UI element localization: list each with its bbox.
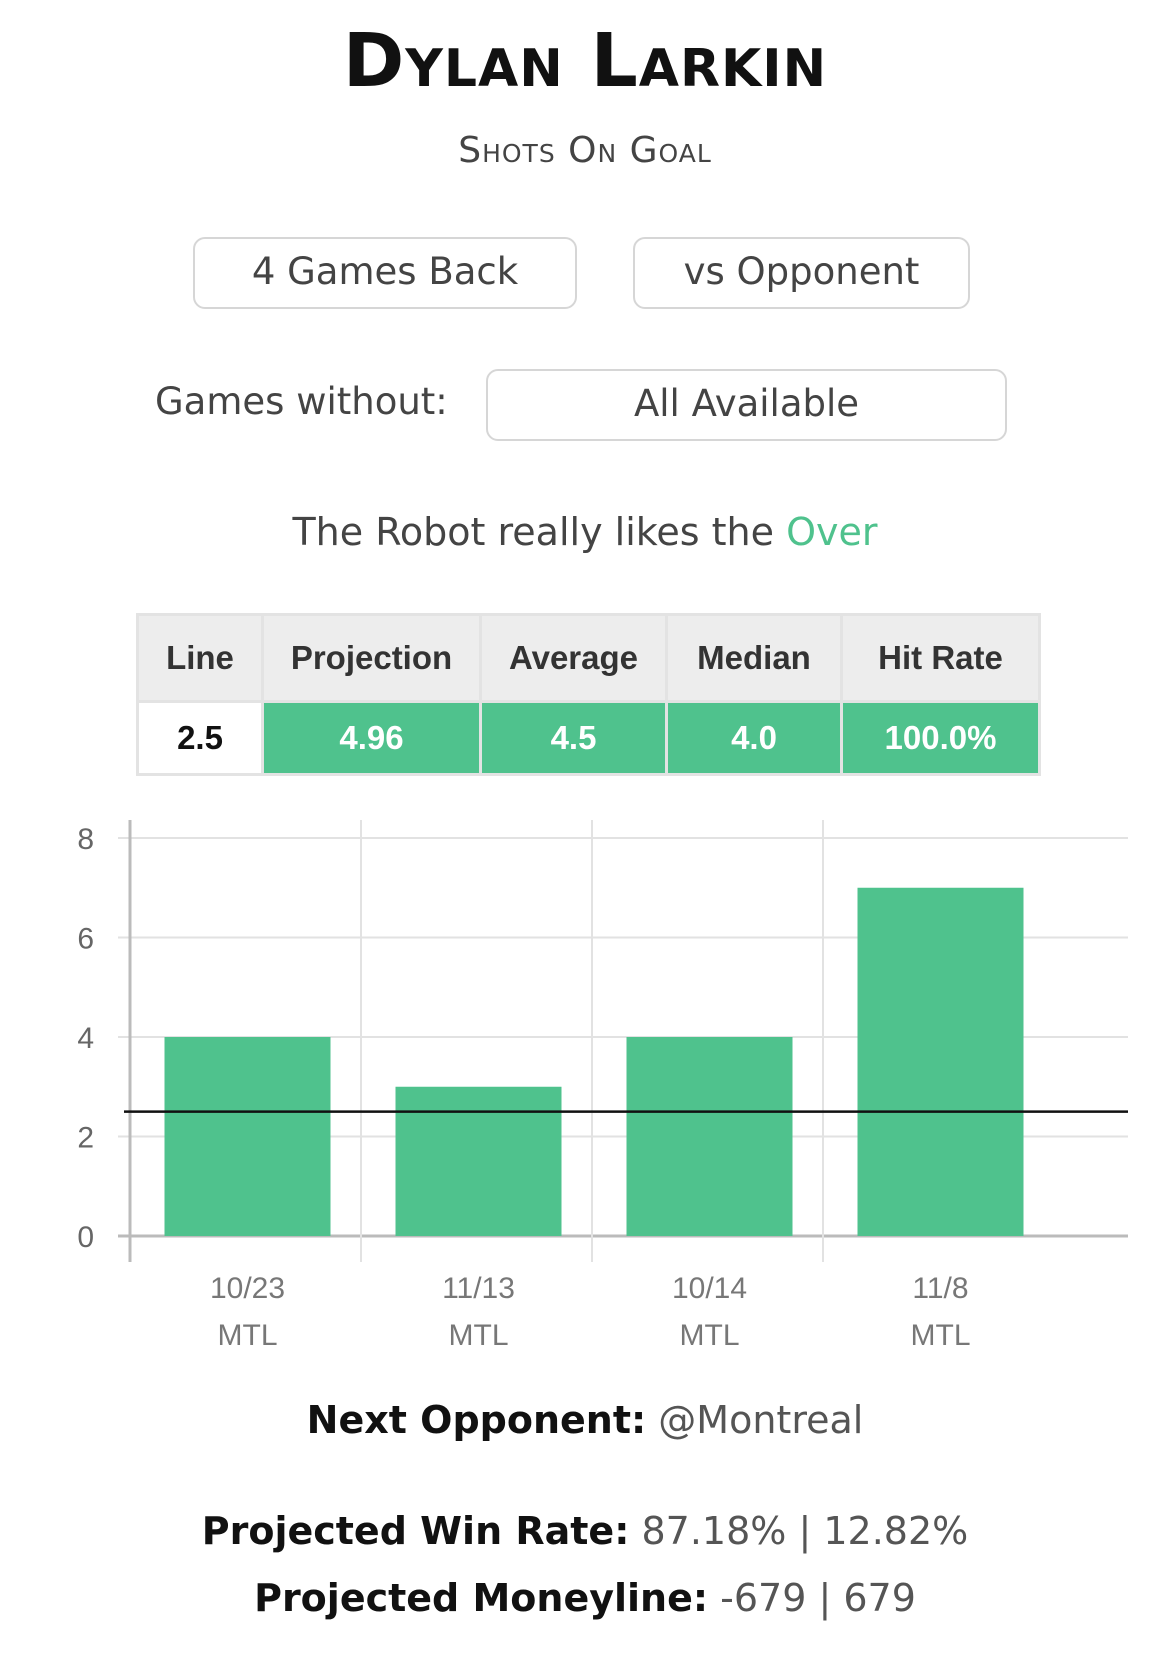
x-tick-date: 11/13 [442,1272,515,1305]
header-hit-rate: Hit Rate [840,613,1041,703]
x-tick-opponent: MTL [449,1319,509,1352]
hit-rate-value: 100.0% [840,700,1041,776]
y-tick-label: 0 [77,1221,94,1254]
x-tick-date: 11/8 [912,1272,968,1305]
win-rate-line: Projected Win Rate: 87.18% | 12.82% [0,1509,1170,1553]
median-value: 4.0 [665,700,843,776]
moneyline-value: -679 | 679 [720,1576,916,1620]
win-rate-label: Projected Win Rate: [201,1509,630,1553]
stats-value-row: 2.5 4.96 4.5 4.0 100.0% [136,700,1041,776]
bar-11-13 [395,1086,562,1236]
stats-table: Line Projection Average Median Hit Rate … [136,613,1041,776]
recommendation-pick: Over [786,510,878,554]
robot-recommendation: The Robot really likes the Over [0,510,1170,554]
header-projection: Projection [261,613,482,703]
x-tick-date: 10/23 [210,1272,285,1305]
bar-10-23 [164,1037,331,1236]
moneyline-label: Projected Moneyline: [254,1576,709,1620]
bar-11-8 [857,887,1024,1236]
player-name: Dylan Larkin [342,18,828,104]
recommendation-prefix: The Robot really likes the [292,510,775,554]
y-tick-label: 2 [77,1122,94,1155]
next-opponent-value: @Montreal [658,1398,864,1442]
average-value: 4.5 [479,700,668,776]
stat-type-label: Shots On Goal [458,130,712,171]
y-tick-label: 8 [77,823,94,856]
x-tick-opponent: MTL [680,1319,740,1352]
projection-value: 4.96 [261,700,482,776]
x-tick-opponent: MTL [911,1319,971,1352]
stats-header-row: Line Projection Average Median Hit Rate [136,613,1041,703]
bar-10-14 [626,1037,793,1236]
x-tick-opponent: MTL [218,1319,278,1352]
line-value: 2.5 [136,700,264,776]
header-average: Average [479,613,668,703]
games-without-label: Games without: [155,380,448,423]
y-tick-label: 6 [77,923,94,956]
next-opponent-line: Next Opponent: @Montreal [0,1398,1170,1442]
games-back-button[interactable]: 4 Games Back [193,237,577,309]
header-median: Median [665,613,843,703]
header-line: Line [136,613,264,703]
y-tick-label: 4 [77,1022,94,1055]
vs-opponent-button[interactable]: vs Opponent [633,237,970,309]
next-opponent-label: Next Opponent: [306,1398,647,1442]
x-tick-date: 10/14 [672,1272,747,1305]
game-log-bar-chart: 0 2 4 6 8 10/23 MTL 11/13 MTL 10/14 MTL 11/8 MTL [77,820,1128,1352]
moneyline-line: Projected Moneyline: -679 | 679 [0,1576,1170,1620]
games-without-select[interactable]: All Available [486,369,1007,441]
win-rate-value: 87.18% | 12.82% [641,1509,969,1553]
